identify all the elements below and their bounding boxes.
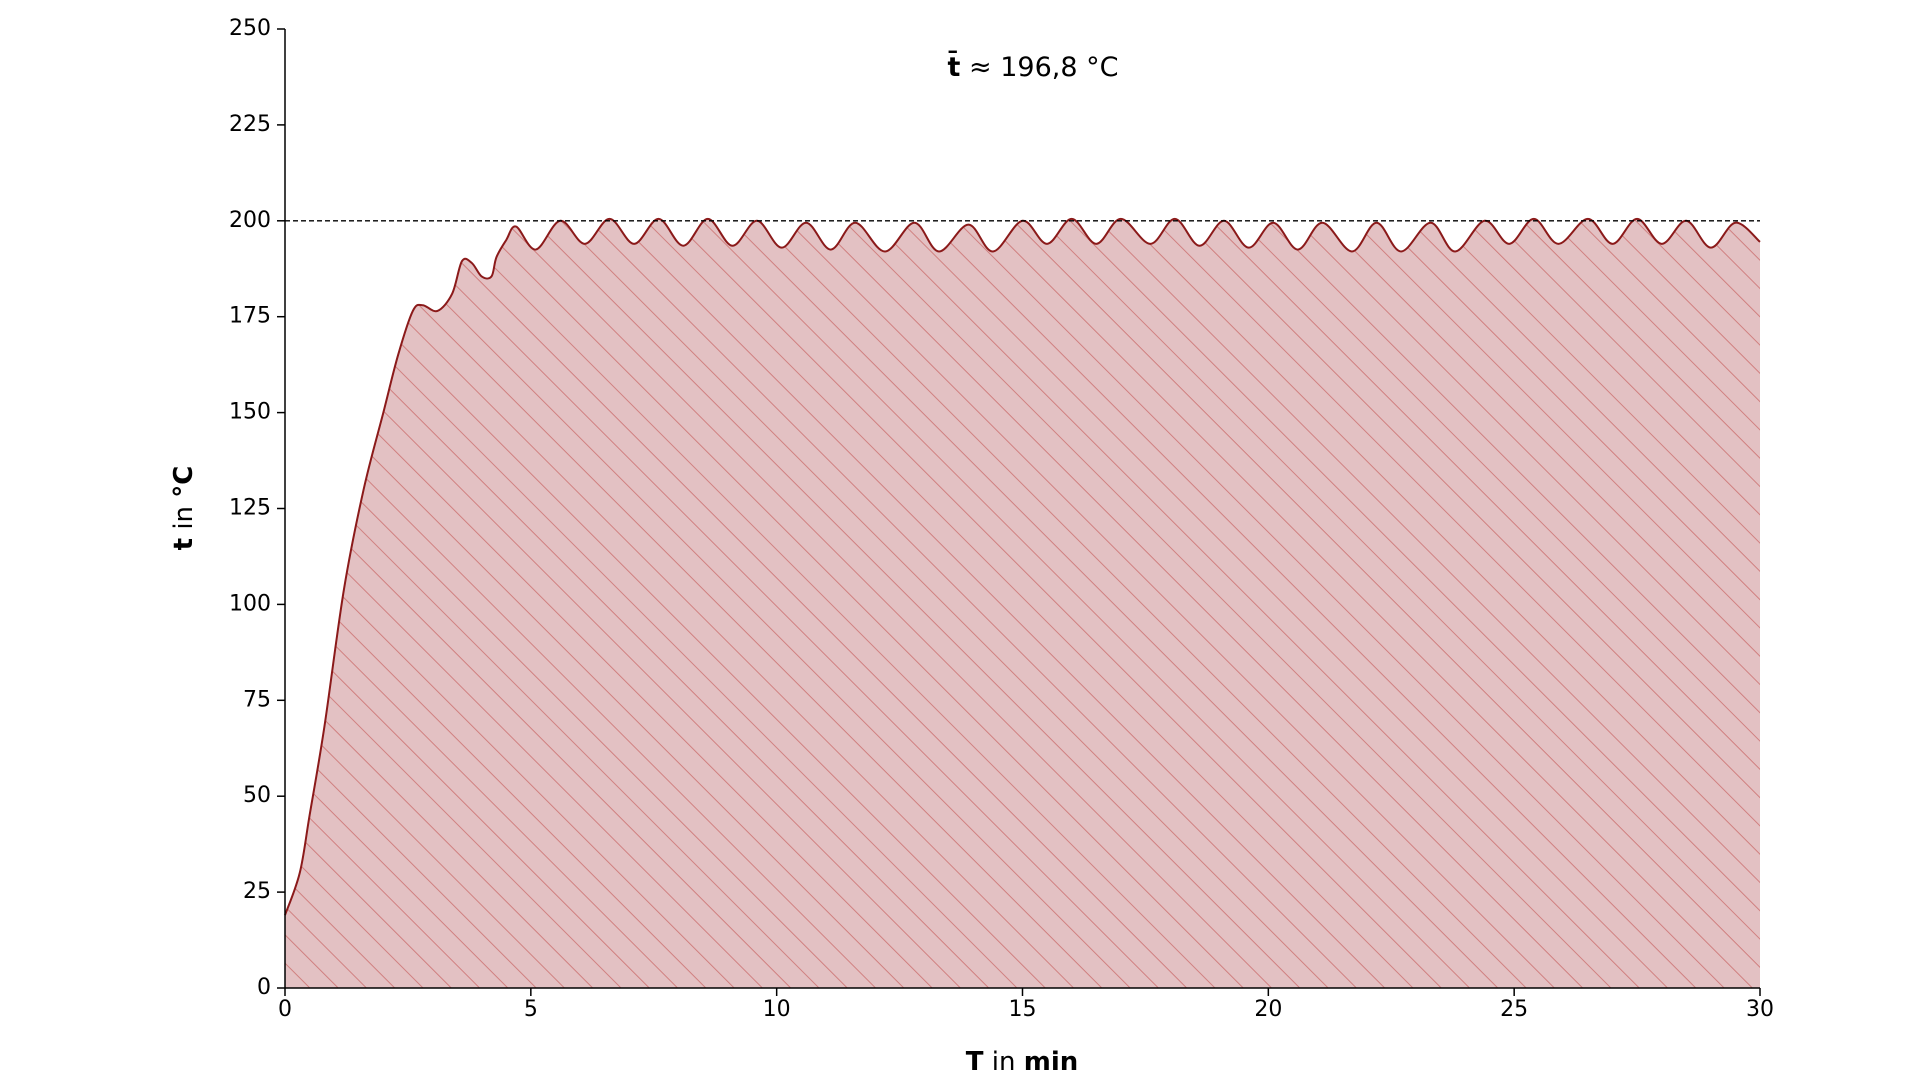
y-tick-label: 125: [229, 496, 271, 521]
x-tick-label: 0: [278, 997, 292, 1022]
x-tick-label: 5: [524, 997, 538, 1022]
x-tick-label: 25: [1500, 997, 1528, 1022]
y-tick-label: 100: [229, 591, 271, 616]
y-tick-label: 75: [243, 687, 271, 712]
y-tick-label: 150: [229, 400, 271, 425]
y-tick-label: 175: [229, 304, 271, 329]
y-tick-label: 225: [229, 112, 271, 137]
x-tick-label: 30: [1746, 997, 1774, 1022]
x-label-word: in: [992, 1047, 1016, 1077]
y-label-unit: °C: [169, 466, 199, 498]
y-label-word: in: [169, 506, 199, 530]
y-tick-label: 250: [229, 16, 271, 41]
annotation-symbol: t̄: [948, 50, 961, 83]
y-axis-label: t in °C: [169, 466, 199, 551]
x-label-symbol: T: [966, 1047, 984, 1077]
annotation-text: ≈ 196,8 °C: [969, 52, 1118, 83]
x-tick-label: 15: [1009, 997, 1037, 1022]
x-label-unit: min: [1024, 1047, 1079, 1077]
area-line: [284, 217, 1761, 916]
y-label-symbol: t: [169, 538, 199, 550]
y-tick-label: 200: [229, 208, 271, 233]
area-fill: [285, 218, 1760, 989]
y-tick-label: 0: [257, 975, 271, 1000]
x-axis-label: T in min: [966, 1047, 1079, 1077]
y-tick-label: 25: [243, 879, 271, 904]
x-tick-label: 20: [1254, 997, 1282, 1022]
annotation: t̄ ≈ 196,8 °C: [948, 50, 1119, 83]
x-tick-label: 10: [763, 997, 791, 1022]
y-tick-label: 50: [243, 783, 271, 808]
